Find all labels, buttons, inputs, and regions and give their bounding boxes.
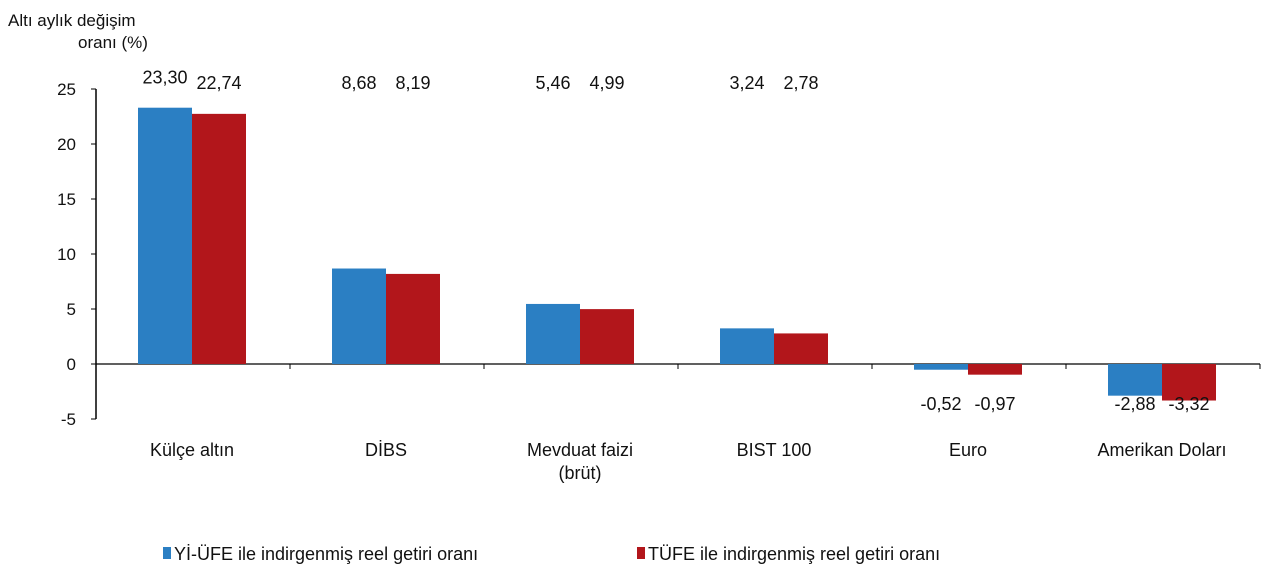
data-label: 8,68 — [341, 73, 376, 93]
bar-tufe — [386, 273, 440, 364]
data-label: -0,97 — [974, 394, 1015, 414]
legend-label: TÜFE ile indirgenmiş reel getiri oranı — [648, 544, 940, 564]
y-tick-label: 5 — [67, 300, 76, 319]
x-tick-label: DİBS — [365, 440, 407, 460]
bar-yiufe — [1108, 364, 1162, 396]
data-label: 5,46 — [535, 73, 570, 93]
y-tick-label: 10 — [57, 245, 76, 264]
legend-swatch — [637, 547, 645, 559]
bar-tufe — [192, 113, 246, 364]
y-axis-title: oranı (%) — [78, 33, 148, 52]
data-label: 8,19 — [395, 73, 430, 93]
data-label: 23,30 — [142, 68, 187, 88]
bar-tufe — [580, 309, 634, 364]
bar-yiufe — [720, 328, 774, 364]
legend-label: Yİ-ÜFE ile indirgenmiş reel getiri oranı — [174, 544, 478, 564]
y-tick-label: 15 — [57, 190, 76, 209]
y-axis-title: Altı aylık değişim — [8, 11, 136, 30]
x-tick-label: (brüt) — [558, 463, 601, 483]
legend-swatch — [163, 547, 171, 559]
x-tick-label: Külçe altın — [150, 440, 234, 460]
y-tick-label: 25 — [57, 80, 76, 99]
x-tick-label: Euro — [949, 440, 987, 460]
data-label: -2,88 — [1114, 394, 1155, 414]
data-label: -0,52 — [920, 394, 961, 414]
data-label: -3,32 — [1168, 394, 1209, 414]
data-label: 2,78 — [783, 73, 818, 93]
bar-yiufe — [332, 268, 386, 364]
x-tick-label: Amerikan Doları — [1097, 440, 1226, 460]
data-label: 3,24 — [729, 73, 764, 93]
y-tick-label: 20 — [57, 135, 76, 154]
bar-tufe — [968, 364, 1022, 375]
x-tick-label: Mevduat faizi — [527, 440, 633, 460]
data-label: 22,74 — [196, 73, 241, 93]
bar-yiufe — [914, 364, 968, 370]
data-label: 4,99 — [589, 73, 624, 93]
bar-tufe — [1162, 364, 1216, 401]
bar-tufe — [774, 333, 828, 364]
y-tick-label: 0 — [67, 355, 76, 374]
x-tick-label: BIST 100 — [737, 440, 812, 460]
y-tick-label: -5 — [61, 410, 76, 429]
bar-yiufe — [526, 303, 580, 364]
bar-yiufe — [138, 107, 192, 364]
